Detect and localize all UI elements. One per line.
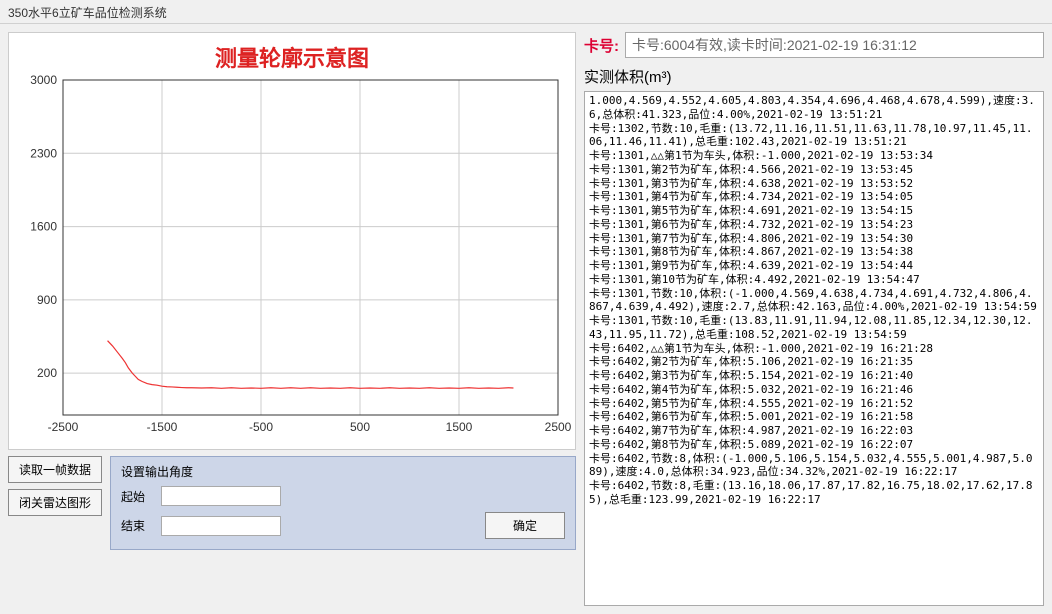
title-bar: 350水平6立矿车品位检测系统	[0, 0, 1052, 24]
right-pane: 卡号: 实测体积(m³) 1.000,4.569,4.552,4.605,4.8…	[584, 32, 1044, 606]
start-row: 起始	[121, 486, 565, 506]
chart-box: 测量轮廓示意图 200 900 1600 2300 3000 -2500 -1500 -500…	[8, 32, 576, 450]
chart-svg: 200 900 1600 2300 3000 -2500 -1500 -500 500 1500 2…	[13, 75, 573, 445]
button-column: 读取一帧数据 闭关雷达图形	[8, 456, 102, 516]
start-label: 起始	[121, 488, 153, 505]
card-label: 卡号:	[584, 35, 619, 56]
card-input[interactable]	[625, 32, 1044, 58]
left-pane: 测量轮廓示意图 200 900 1600 2300 3000 -2500 -1500 -500…	[8, 32, 576, 606]
svg-text:-1500: -1500	[147, 420, 178, 434]
window-title: 350水平6立矿车品位检测系统	[8, 6, 167, 20]
confirm-button[interactable]: 确定	[485, 512, 565, 539]
svg-text:-2500: -2500	[48, 420, 79, 434]
svg-text:200: 200	[37, 366, 57, 380]
angle-group: 设置输出角度 起始 结束 确定	[110, 456, 576, 550]
card-row: 卡号:	[584, 32, 1044, 58]
svg-text:900: 900	[37, 293, 57, 307]
svg-text:-500: -500	[249, 420, 273, 434]
end-input[interactable]	[161, 516, 281, 536]
svg-text:2300: 2300	[30, 146, 57, 160]
chart-area: 200 900 1600 2300 3000 -2500 -1500 -500 500 1500 2…	[13, 75, 571, 445]
start-input[interactable]	[161, 486, 281, 506]
main-window: 350水平6立矿车品位检测系统 测量轮廓示意图 200 900 1600 2300 30…	[0, 0, 1052, 614]
end-label: 结束	[121, 517, 153, 534]
body: 测量轮廓示意图 200 900 1600 2300 3000 -2500 -1500 -500…	[0, 24, 1052, 614]
log-box[interactable]: 1.000,4.569,4.552,4.605,4.803,4.354,4.69…	[584, 91, 1044, 606]
svg-text:1600: 1600	[30, 220, 57, 234]
svg-text:2500: 2500	[545, 420, 572, 434]
chart-title: 测量轮廓示意图	[13, 37, 571, 75]
svg-text:1500: 1500	[446, 420, 473, 434]
svg-text:3000: 3000	[30, 75, 57, 87]
volume-label: 实测体积(m³)	[584, 62, 1044, 87]
read-frame-button[interactable]: 读取一帧数据	[8, 456, 102, 483]
svg-text:500: 500	[350, 420, 370, 434]
angle-group-title: 设置输出角度	[121, 463, 565, 480]
controls-row: 读取一帧数据 闭关雷达图形 设置输出角度 起始 结束	[8, 456, 576, 550]
end-row: 结束	[121, 516, 281, 536]
close-radar-button[interactable]: 闭关雷达图形	[8, 489, 102, 516]
